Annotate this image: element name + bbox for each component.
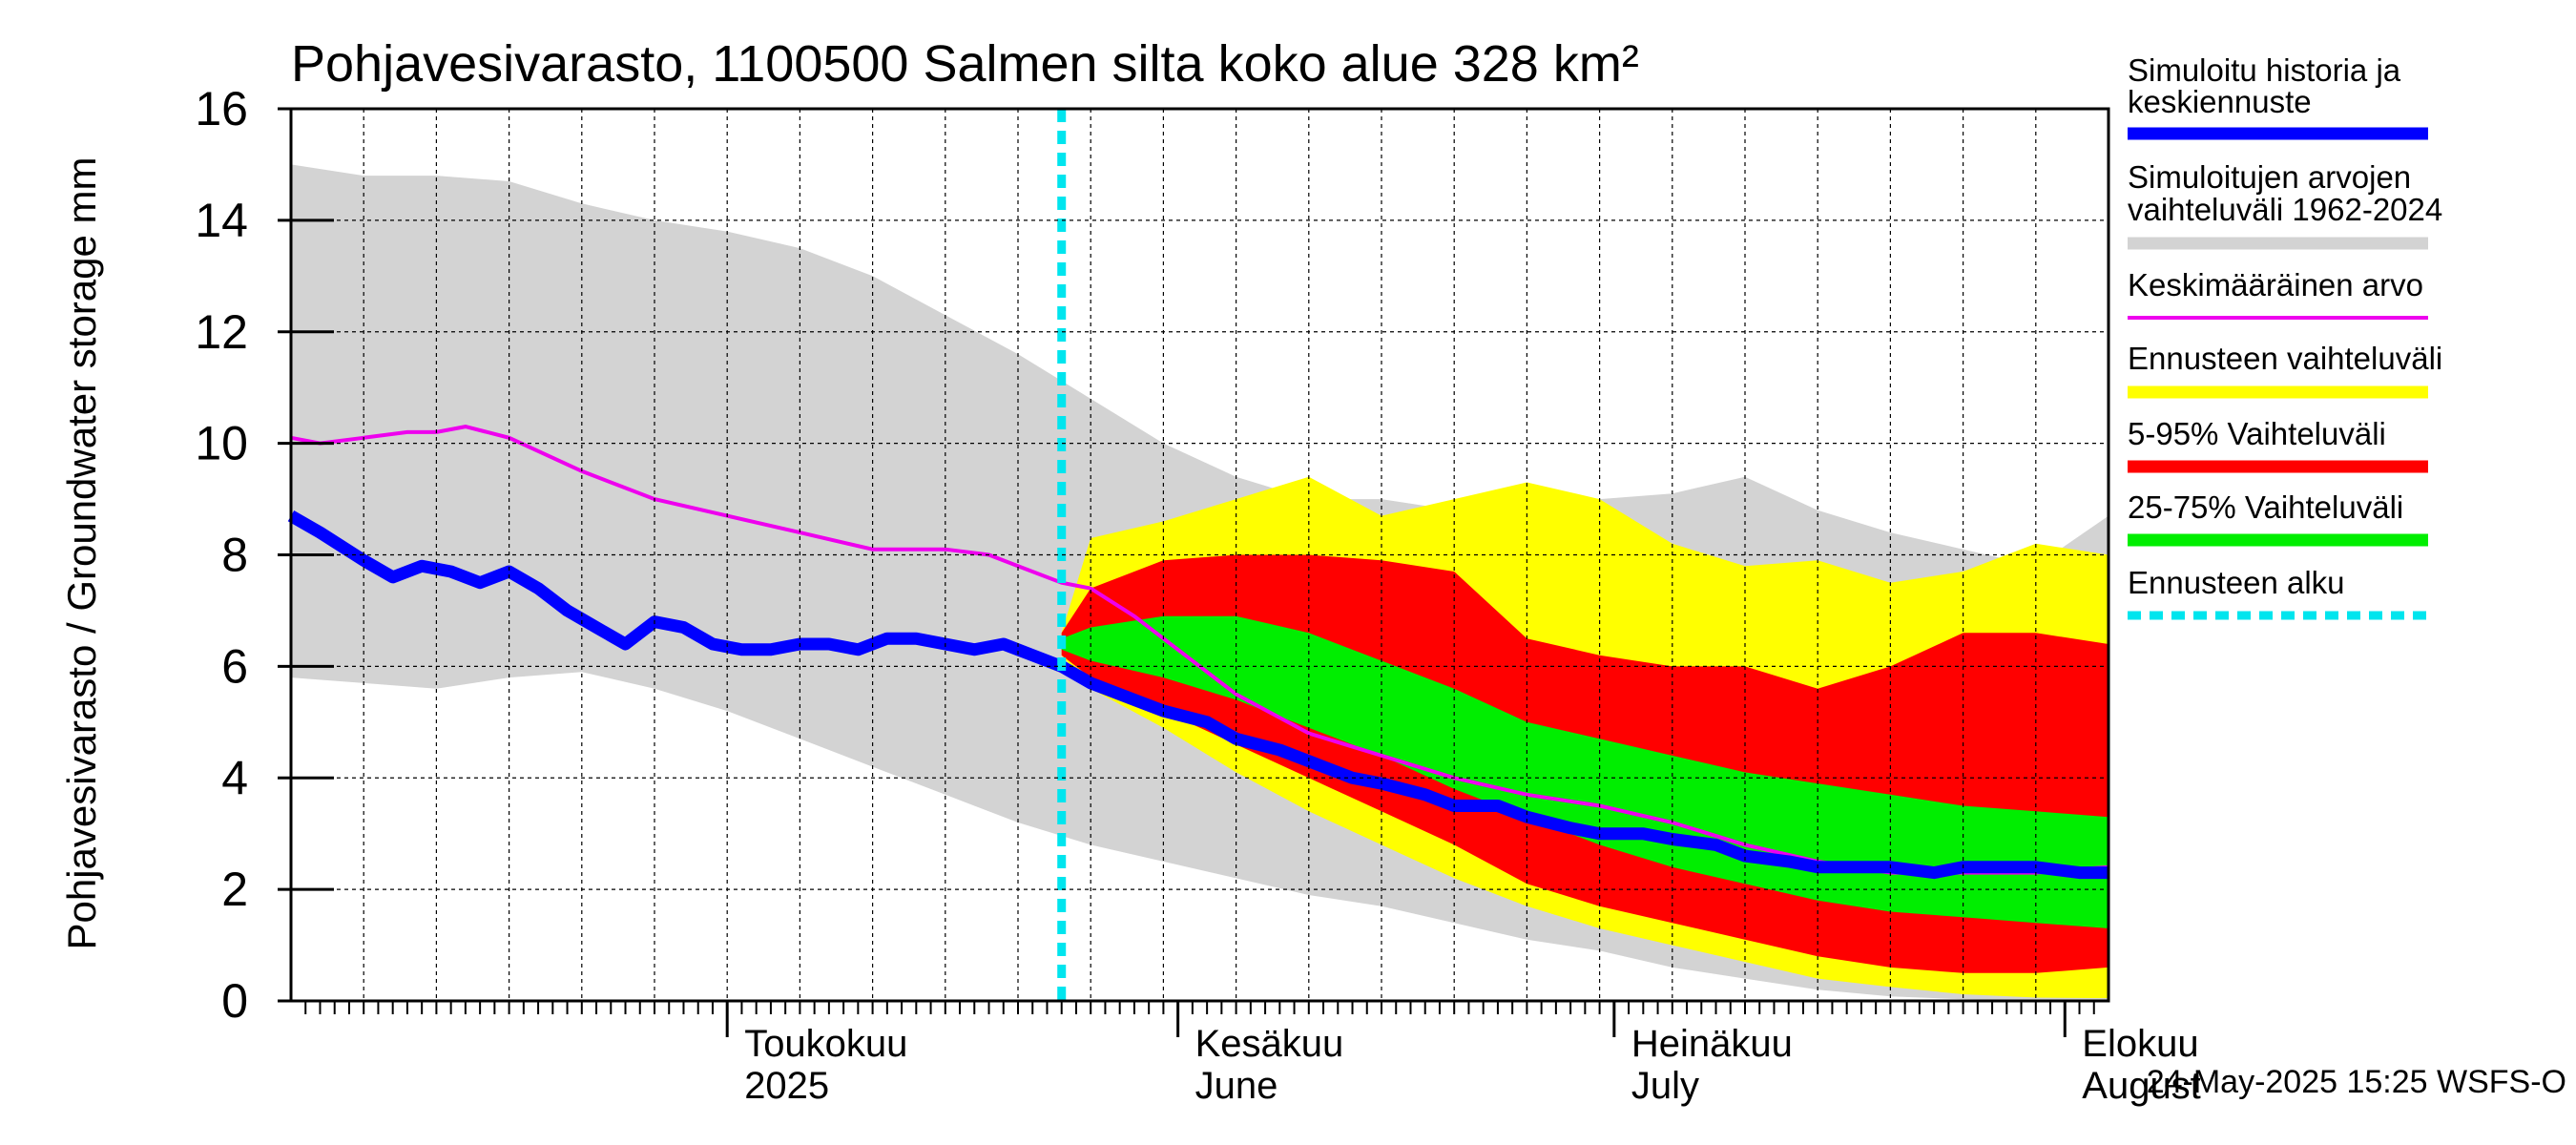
- legend-label: Ennusteen vaihteluväli: [2128, 341, 2442, 376]
- y-tick-label: 16: [195, 82, 248, 135]
- y-tick-label: 14: [195, 194, 248, 247]
- legend-label: keskiennuste: [2128, 84, 2312, 119]
- legend-label: vaihteluväli 1962-2024: [2128, 192, 2442, 227]
- y-axis: 0 2 4 6 8 10 12 14 16: [195, 82, 334, 1028]
- timestamp: 24-May-2025 15:25 WSFS-O: [2147, 1064, 2566, 1100]
- y-tick-label: 6: [221, 639, 248, 693]
- x-month-sublabel: August: [2082, 1065, 2201, 1107]
- legend-label: Simuloitu historia ja: [2128, 52, 2401, 88]
- mean-line: [290, 425, 2109, 875]
- x-month-label: Toukokuu: [744, 1023, 907, 1065]
- y-tick-label: 2: [221, 863, 248, 916]
- x-month-label: Kesäkuu: [1195, 1023, 1344, 1065]
- grid-lines: [291, 109, 2109, 1001]
- y-tick-label: 8: [221, 529, 248, 582]
- simulated-line: [287, 510, 2109, 880]
- x-month-sublabel: 2025: [744, 1065, 829, 1107]
- y-tick-label: 10: [195, 417, 248, 470]
- x-month-label: Elokuu: [2082, 1023, 2198, 1065]
- legend-label: Simuloitujen arvojen: [2128, 159, 2411, 195]
- x-month-label: Heinäkuu: [1631, 1023, 1793, 1065]
- y-tick-label: 0: [221, 974, 248, 1028]
- legend-label: 5-95% Vaihteluväli: [2128, 416, 2386, 451]
- x-month-sublabel: June: [1195, 1065, 1278, 1107]
- y-tick-label: 12: [195, 305, 248, 359]
- y-tick-label: 4: [221, 751, 248, 804]
- legend-label: Keskimääräinen arvo: [2128, 267, 2423, 302]
- chart-title: Pohjavesivarasto, 1100500 Salmen silta k…: [291, 35, 1639, 93]
- x-month-sublabel: July: [1631, 1065, 1699, 1107]
- legend-label: 25-75% Vaihteluväli: [2128, 489, 2403, 525]
- y-axis-label: Pohjavesivarasto / Groundwater storage m…: [59, 156, 104, 949]
- legend-label: Ennusteen alku: [2128, 565, 2345, 600]
- p25-75-band: [1061, 615, 2109, 928]
- data-lines: [287, 109, 2109, 1001]
